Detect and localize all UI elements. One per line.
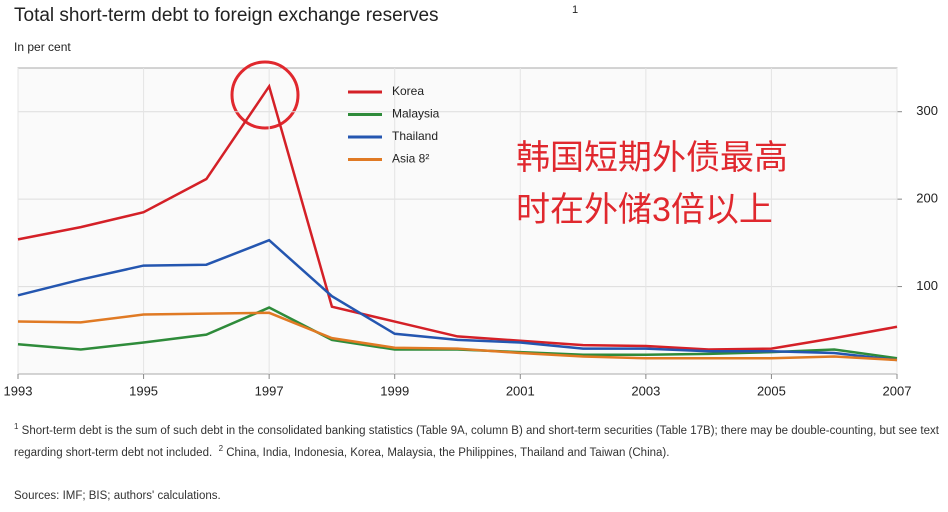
x-tick-label: 2005 xyxy=(757,383,786,398)
footnotes: 1 Short-term debt is the sum of such deb… xyxy=(14,418,939,462)
chart: Total short-term debt to foreign exchang… xyxy=(4,4,938,399)
footnote: Short-term debt is the sum of such debt … xyxy=(14,424,939,459)
y-tick-label: 200 xyxy=(916,191,938,206)
series-line xyxy=(17,238,898,362)
title-note: 1 xyxy=(572,4,578,16)
footnote-marker: 2 xyxy=(218,443,224,453)
footnote-marker: 1 xyxy=(14,422,19,431)
x-tick-label: 1999 xyxy=(380,383,409,398)
sources: Sources: IMF; BIS; authors' calculations… xyxy=(14,490,221,502)
x-tick-label: 2003 xyxy=(631,383,660,398)
plot-area xyxy=(17,67,898,375)
annotation: 时在外储3倍以上 xyxy=(516,191,773,229)
subtitle: In per cent xyxy=(14,40,71,54)
legend-label: Asia 8² xyxy=(392,152,429,166)
y-tick-label: 100 xyxy=(916,278,938,293)
x-tick-label: 1993 xyxy=(4,383,33,398)
x-tick-label: 1995 xyxy=(129,383,158,398)
legend-label: Thailand xyxy=(392,129,438,143)
legend-label: Korea xyxy=(392,84,424,98)
series-line xyxy=(17,83,898,351)
annotation: 韩国短期外债最高 xyxy=(516,139,788,177)
x-tick-label: 2007 xyxy=(883,383,912,398)
footnote: China, India, Indonesia, Korea, Malaysia… xyxy=(226,446,670,459)
x-tick-label: 2001 xyxy=(506,383,535,398)
x-tick-label: 1997 xyxy=(255,383,284,398)
legend-label: Malaysia xyxy=(392,107,440,121)
y-tick-label: 300 xyxy=(916,103,938,118)
series-line xyxy=(17,311,898,362)
highlight-circle xyxy=(230,60,300,130)
chart-title: Total short-term debt to foreign exchang… xyxy=(14,5,439,26)
